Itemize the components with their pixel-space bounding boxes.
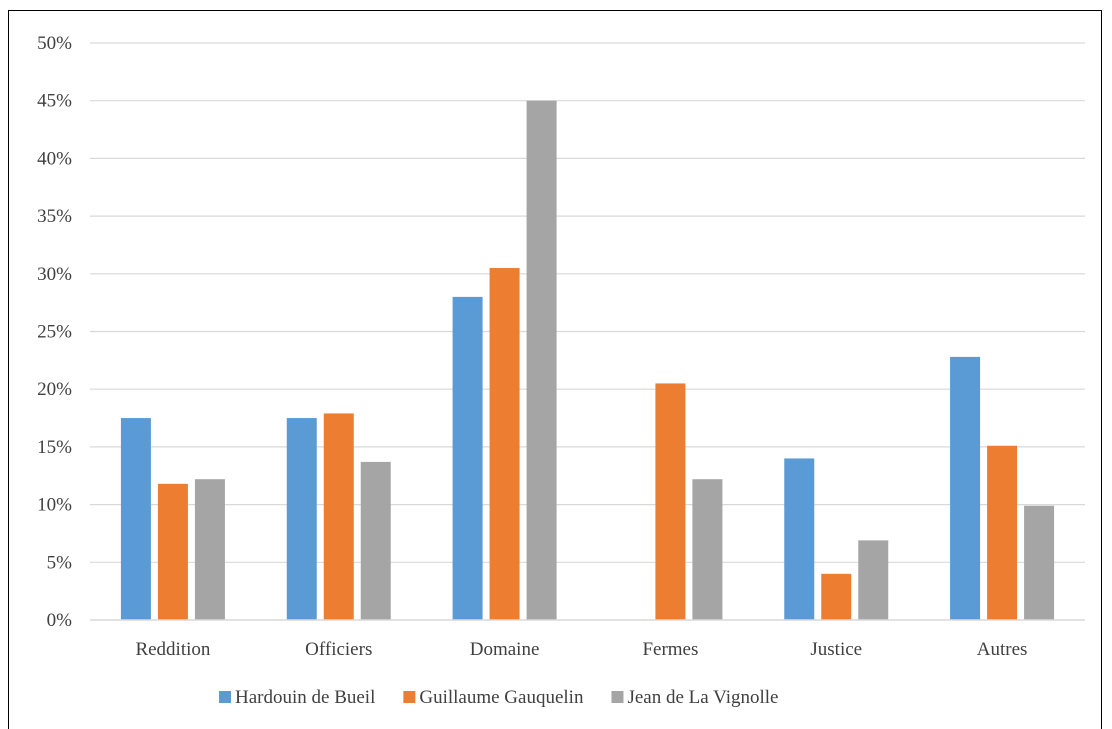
- legend: Hardouin de Bueil Guillaume Gauquelin Jean…: [219, 687, 778, 708]
- y-tick-label: 15%: [37, 437, 72, 458]
- x-tick-label: Reddition: [135, 639, 210, 660]
- bar-fermes-series-3: [692, 479, 723, 620]
- bar-justice-series-3: [858, 540, 889, 620]
- bar-domaine-series-2: [489, 268, 520, 620]
- y-tick-label: 25%: [37, 322, 72, 343]
- bar-reddition-series-3: [194, 479, 225, 620]
- legend-swatch: [403, 691, 416, 703]
- y-tick-label: 40%: [37, 148, 72, 169]
- y-tick-label: 35%: [37, 206, 72, 227]
- y-tick-label: 10%: [37, 495, 72, 516]
- chart-frame: [8, 10, 1102, 729]
- bar-fermes-series-2: [655, 383, 686, 620]
- bar-justice-series-2: [821, 573, 852, 620]
- x-tick-label: Justice: [810, 639, 862, 660]
- legend-swatch: [611, 691, 624, 703]
- y-tick-label: 30%: [37, 264, 72, 285]
- bar-reddition-series-1: [120, 418, 151, 620]
- bars: [120, 100, 1055, 620]
- x-tick-label: Domaine: [470, 639, 540, 660]
- y-tick-label: 50%: [37, 33, 72, 54]
- legend-swatch: [219, 691, 231, 703]
- bar-autres-series-2: [987, 445, 1018, 620]
- bar-officiers-series-3: [360, 461, 391, 620]
- legend-label: Guillaume Gauquelin: [419, 687, 584, 708]
- bar-justice-series-1: [784, 458, 815, 620]
- bar-autres-series-1: [950, 356, 981, 620]
- legend-label: Hardouin de Bueil: [235, 687, 375, 708]
- x-tick-label: Officiers: [305, 639, 372, 660]
- gridlines: [90, 42, 1085, 563]
- y-tick-label: 0%: [47, 610, 73, 631]
- y-tick-label: 5%: [47, 552, 73, 573]
- bar-autres-series-3: [1024, 505, 1055, 620]
- y-tick-label: 45%: [37, 91, 72, 112]
- legend-label: Jean de La Vignolle: [627, 687, 778, 708]
- x-tick-label: Autres: [977, 639, 1028, 660]
- x-axis-ticks: Reddition Officiers Domaine Fermes Justice Au…: [135, 639, 1027, 660]
- y-tick-label: 20%: [37, 379, 72, 400]
- bar-reddition-series-2: [157, 483, 188, 620]
- bar-officiers-series-2: [323, 413, 354, 620]
- bar-officiers-series-1: [286, 418, 317, 620]
- bar-domaine-series-1: [452, 296, 483, 620]
- y-axis-ticks: 0% 5% 10% 15% 20% 25% 30% 35% 40% 45% 50%: [37, 33, 72, 631]
- bar-domaine-series-3: [526, 100, 557, 620]
- x-tick-label: Fermes: [642, 639, 698, 660]
